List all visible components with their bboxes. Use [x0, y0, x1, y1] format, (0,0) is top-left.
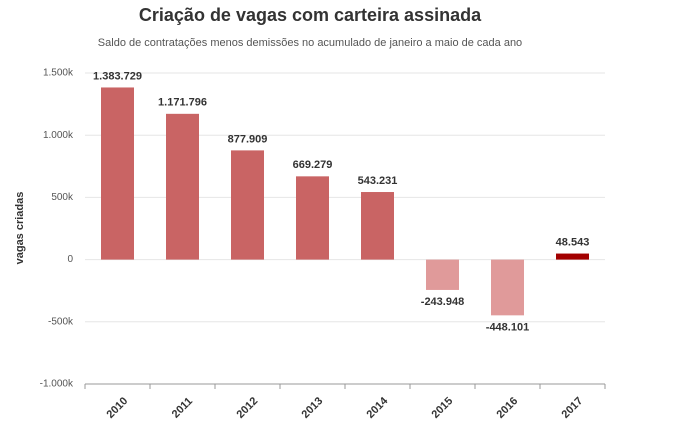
value-label: 877.909 — [228, 133, 268, 145]
y-tick-label: 0 — [67, 254, 73, 265]
bar — [491, 259, 524, 316]
x-tick-label: 2014 — [365, 394, 391, 420]
chart-subtitle: Saldo de contratações menos demissões no… — [98, 37, 522, 49]
bar — [296, 176, 329, 260]
x-tick-label: 2017 — [560, 395, 586, 421]
bar — [556, 253, 589, 260]
value-label: 1.383.729 — [93, 70, 142, 82]
y-tick-label: 500k — [51, 192, 74, 203]
y-tick-label: -500k — [48, 316, 74, 327]
value-label: -448.101 — [486, 321, 529, 333]
x-tick-label: 2010 — [105, 395, 131, 421]
bar — [361, 192, 394, 260]
y-tick-label: 1.500k — [43, 68, 74, 79]
x-tick-label: 2013 — [300, 395, 326, 421]
value-label: 543.231 — [358, 175, 398, 187]
value-label: 1.171.796 — [158, 97, 207, 109]
x-tick-label: 2015 — [430, 395, 456, 421]
y-axis-label: vagas criadas — [14, 192, 26, 265]
bar — [166, 113, 199, 260]
x-tick-label: 2012 — [235, 395, 261, 421]
x-tick-label: 2016 — [495, 395, 521, 421]
value-label: -243.948 — [421, 296, 464, 308]
bar — [426, 259, 459, 290]
x-tick-label: 2011 — [170, 395, 195, 420]
value-label: 48.543 — [556, 236, 590, 248]
bar — [101, 87, 134, 260]
chart-title: Criação de vagas com carteira assinada — [139, 5, 482, 25]
bar — [231, 150, 264, 260]
y-tick-label: -1.000k — [40, 379, 74, 390]
y-tick-label: 1.000k — [43, 130, 74, 141]
value-label: 669.279 — [293, 159, 333, 171]
